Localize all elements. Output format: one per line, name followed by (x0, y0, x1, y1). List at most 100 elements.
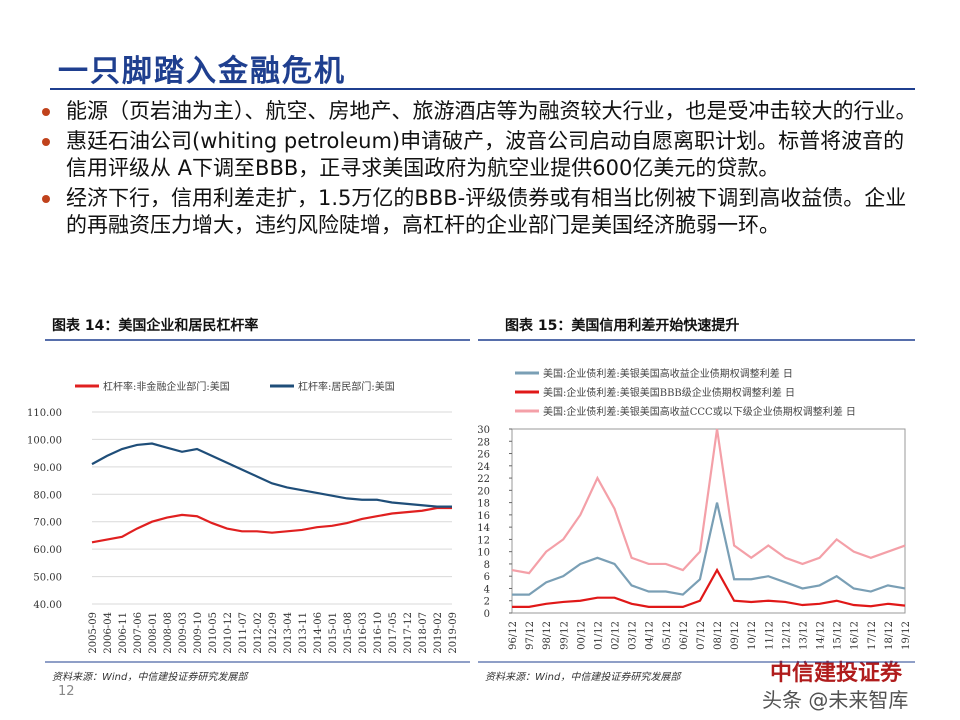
y-tick-label: 80.00 (33, 490, 62, 501)
chart-caption: 图表 14：美国企业和居民杠杆率 (52, 318, 259, 334)
line-series (512, 567, 906, 608)
x-tick-label: 2006-04 (103, 612, 114, 654)
x-tick-label: 19/12 (901, 621, 912, 650)
y-tick-label: 2 (484, 597, 490, 608)
x-tick-label: 2019-09 (448, 612, 459, 654)
x-tick-label: 2010-05 (208, 612, 219, 654)
plot-border (92, 412, 452, 604)
legend-label: 美国:企业债利差:美银美国高收益企业债期权调整利差 日 (543, 367, 793, 380)
x-tick-label: 09/12 (730, 621, 741, 650)
x-tick-label: 18/12 (884, 621, 895, 650)
y-tick-label: 10 (477, 548, 490, 559)
x-tick-label: 2010-12 (223, 612, 234, 654)
x-tick-label: 11/12 (764, 621, 775, 650)
y-tick-label: 28 (477, 437, 490, 448)
legend-label: 杠杆率:居民部门:美国 (298, 380, 395, 393)
y-tick-label: 12 (477, 535, 490, 546)
watermark: 头条 @未来智库 (762, 688, 909, 712)
x-tick-label: 2014-06 (313, 612, 324, 654)
x-tick-label: 2012-09 (268, 612, 279, 654)
y-tick-label: 14 (477, 523, 490, 534)
x-tick-label: 10/12 (747, 621, 758, 650)
bullet: 经济下行，信用利差走扩，1.5万亿的BBB-评级债券或有相当比例被下调到高收益债… (40, 185, 920, 239)
x-tick-label: 97/12 (525, 621, 536, 650)
y-tick-label: 24 (477, 462, 490, 473)
line-series (91, 442, 452, 508)
x-tick-label: 02/12 (611, 621, 622, 650)
x-tick-label: 2017-05 (388, 612, 399, 654)
x-tick-label: 16/12 (850, 621, 861, 650)
legend-label: 美国:企业债利差:美银美国高收益CCC或以下级企业债期权调整利差 日 (543, 405, 856, 418)
y-tick-label: 0 (484, 609, 490, 620)
x-tick-label: 99/12 (559, 621, 570, 650)
y-tick-label: 4 (484, 584, 490, 595)
x-tick-label: 2008-08 (163, 612, 174, 654)
y-tick-label: 110.00 (27, 408, 62, 419)
legend-label: 杠杆率:非金融企业部门:美国 (103, 380, 230, 393)
y-tick-label: 8 (484, 560, 490, 571)
bullet: 能源（页岩油为主）、航空、房地产、旅游酒店等为融资较大行业，也是受冲击较大的行业… (40, 98, 920, 125)
y-tick-label: 6 (484, 572, 490, 583)
x-tick-label: 2005-09 (88, 612, 99, 654)
x-tick-label: 2017-12 (403, 612, 414, 654)
x-tick-label: 08/12 (713, 621, 724, 650)
line-series (511, 428, 906, 575)
x-tick-label: 2016-03 (358, 612, 369, 654)
y-tick-label: 50.00 (33, 573, 62, 584)
x-tick-label: 98/12 (542, 621, 553, 650)
x-tick-label: 2009-03 (178, 612, 189, 654)
y-tick-label: 60.00 (33, 545, 62, 556)
y-tick-label: 26 (477, 450, 490, 461)
x-tick-label: 2011-07 (238, 612, 249, 654)
y-tick-label: 40.00 (33, 600, 62, 611)
x-tick-label: 2006-11 (118, 612, 129, 654)
x-tick-label: 06/12 (679, 621, 690, 650)
x-tick-label: 2016-10 (373, 612, 384, 654)
x-tick-label: 04/12 (645, 621, 656, 650)
y-tick-label: 18 (477, 499, 490, 510)
page-number: 12 (58, 684, 75, 699)
x-tick-label: 00/12 (576, 621, 587, 650)
x-tick-label: 14/12 (816, 621, 827, 650)
x-tick-label: 2019-02 (433, 612, 444, 654)
y-tick-label: 22 (477, 474, 490, 485)
line-series (91, 506, 452, 544)
bullet: 惠廷石油公司(whiting petroleum)申请破产，波音公司启动自愿离职… (40, 128, 920, 182)
y-tick-label: 90.00 (33, 463, 62, 474)
x-tick-label: 17/12 (867, 621, 878, 650)
logo: 中信建投证券 (770, 660, 903, 686)
slide-title: 一只脚踏入金融危机 (58, 54, 346, 89)
x-tick-label: 05/12 (662, 621, 673, 650)
x-tick-label: 12/12 (781, 621, 792, 650)
bullet-list: 能源（页岩油为主）、航空、房地产、旅游酒店等为融资较大行业，也是受冲击较大的行业… (40, 98, 920, 242)
y-tick-label: 30 (477, 425, 490, 436)
x-tick-label: 2007-06 (133, 612, 144, 654)
x-tick-label: 07/12 (696, 621, 707, 650)
x-tick-label: 2012-02 (253, 612, 264, 654)
source: 资料来源：Wind，中信建投证券研究发展部 (485, 672, 681, 683)
legend-label: 美国:企业债利差:美银美国BBB级企业债期权调整利差 日 (543, 386, 795, 399)
y-tick-label: 70.00 (33, 518, 62, 529)
title-rule (50, 88, 915, 90)
x-tick-label: 03/12 (628, 621, 639, 650)
y-tick-label: 100.00 (27, 435, 62, 446)
plot-border (511, 428, 906, 614)
line-series (512, 502, 906, 596)
x-tick-label: 2013-04 (283, 612, 294, 654)
x-tick-label: 2013-11 (298, 612, 309, 654)
x-tick-label: 01/12 (593, 621, 604, 650)
x-tick-label: 2018-07 (418, 612, 429, 654)
y-tick-label: 20 (477, 486, 490, 497)
y-tick-label: 16 (477, 511, 490, 522)
x-tick-label: 2015-08 (343, 612, 354, 654)
source: 资料来源：Wind，中信建投证券研究发展部 (52, 672, 248, 683)
x-tick-label: 15/12 (833, 621, 844, 650)
x-tick-label: 2015-01 (328, 612, 339, 654)
x-tick-label: 96/12 (508, 621, 519, 650)
x-tick-label: 2009-10 (193, 612, 204, 654)
x-tick-label: 2008-01 (148, 612, 159, 654)
chart-caption: 图表 15：美国信用利差开始快速提升 (505, 318, 740, 334)
x-tick-label: 13/12 (798, 621, 809, 650)
